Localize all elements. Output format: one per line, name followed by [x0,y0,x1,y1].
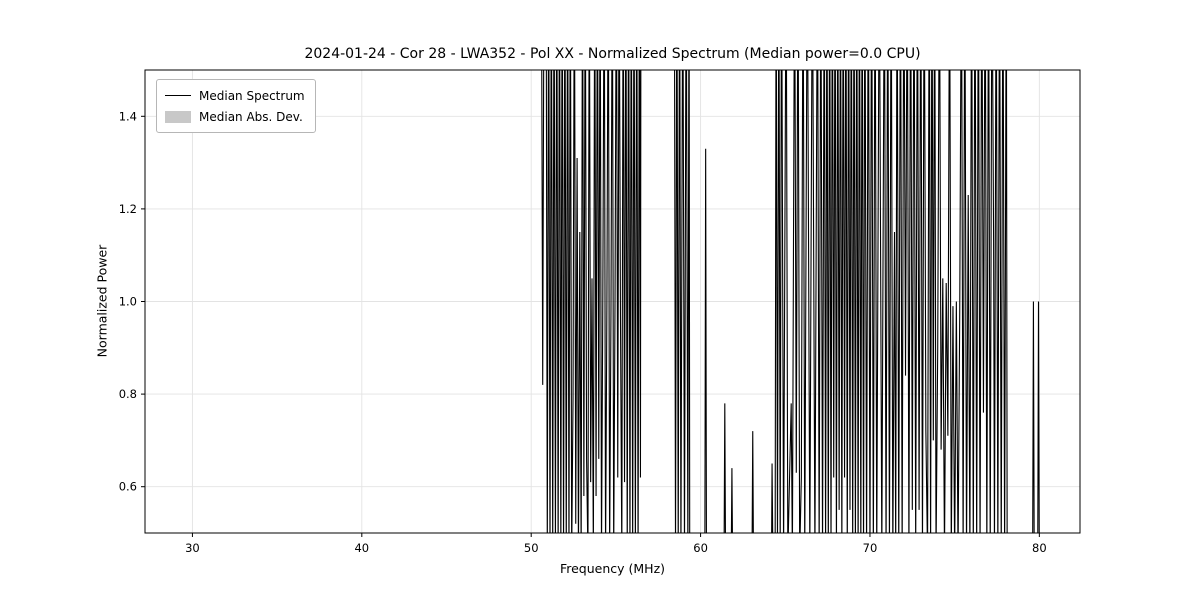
x-tick-label: 70 [863,541,878,555]
y-tick-label: 1.0 [119,295,137,309]
chart-title: 2024-01-24 - Cor 28 - LWA352 - Pol XX - … [304,46,921,62]
y-tick-label: 0.8 [119,387,137,401]
x-tick-label: 50 [524,541,539,555]
y-axis-label: Normalized Power [94,244,110,358]
x-tick-label: 40 [354,541,369,555]
x-tick-label: 30 [185,541,200,555]
legend-patch-swatch [165,110,191,123]
legend-label: Median Abs. Dev. [199,109,303,124]
x-tick-label: 80 [1032,541,1047,555]
x-axis-label: Frequency (MHz) [559,561,666,576]
legend-label: Median Spectrum [199,88,305,103]
median-spectrum-line [541,70,1040,533]
y-tick-label: 1.2 [119,202,137,216]
y-tick-label: 1.4 [119,109,137,123]
legend-item: Median Abs. Dev. [165,106,305,127]
y-tick-label: 0.6 [119,480,137,494]
legend-line-swatch [165,95,191,96]
legend-item: Median Spectrum [165,85,305,106]
x-tick-label: 60 [693,541,708,555]
legend: Median Spectrum Median Abs. Dev. [156,79,316,133]
